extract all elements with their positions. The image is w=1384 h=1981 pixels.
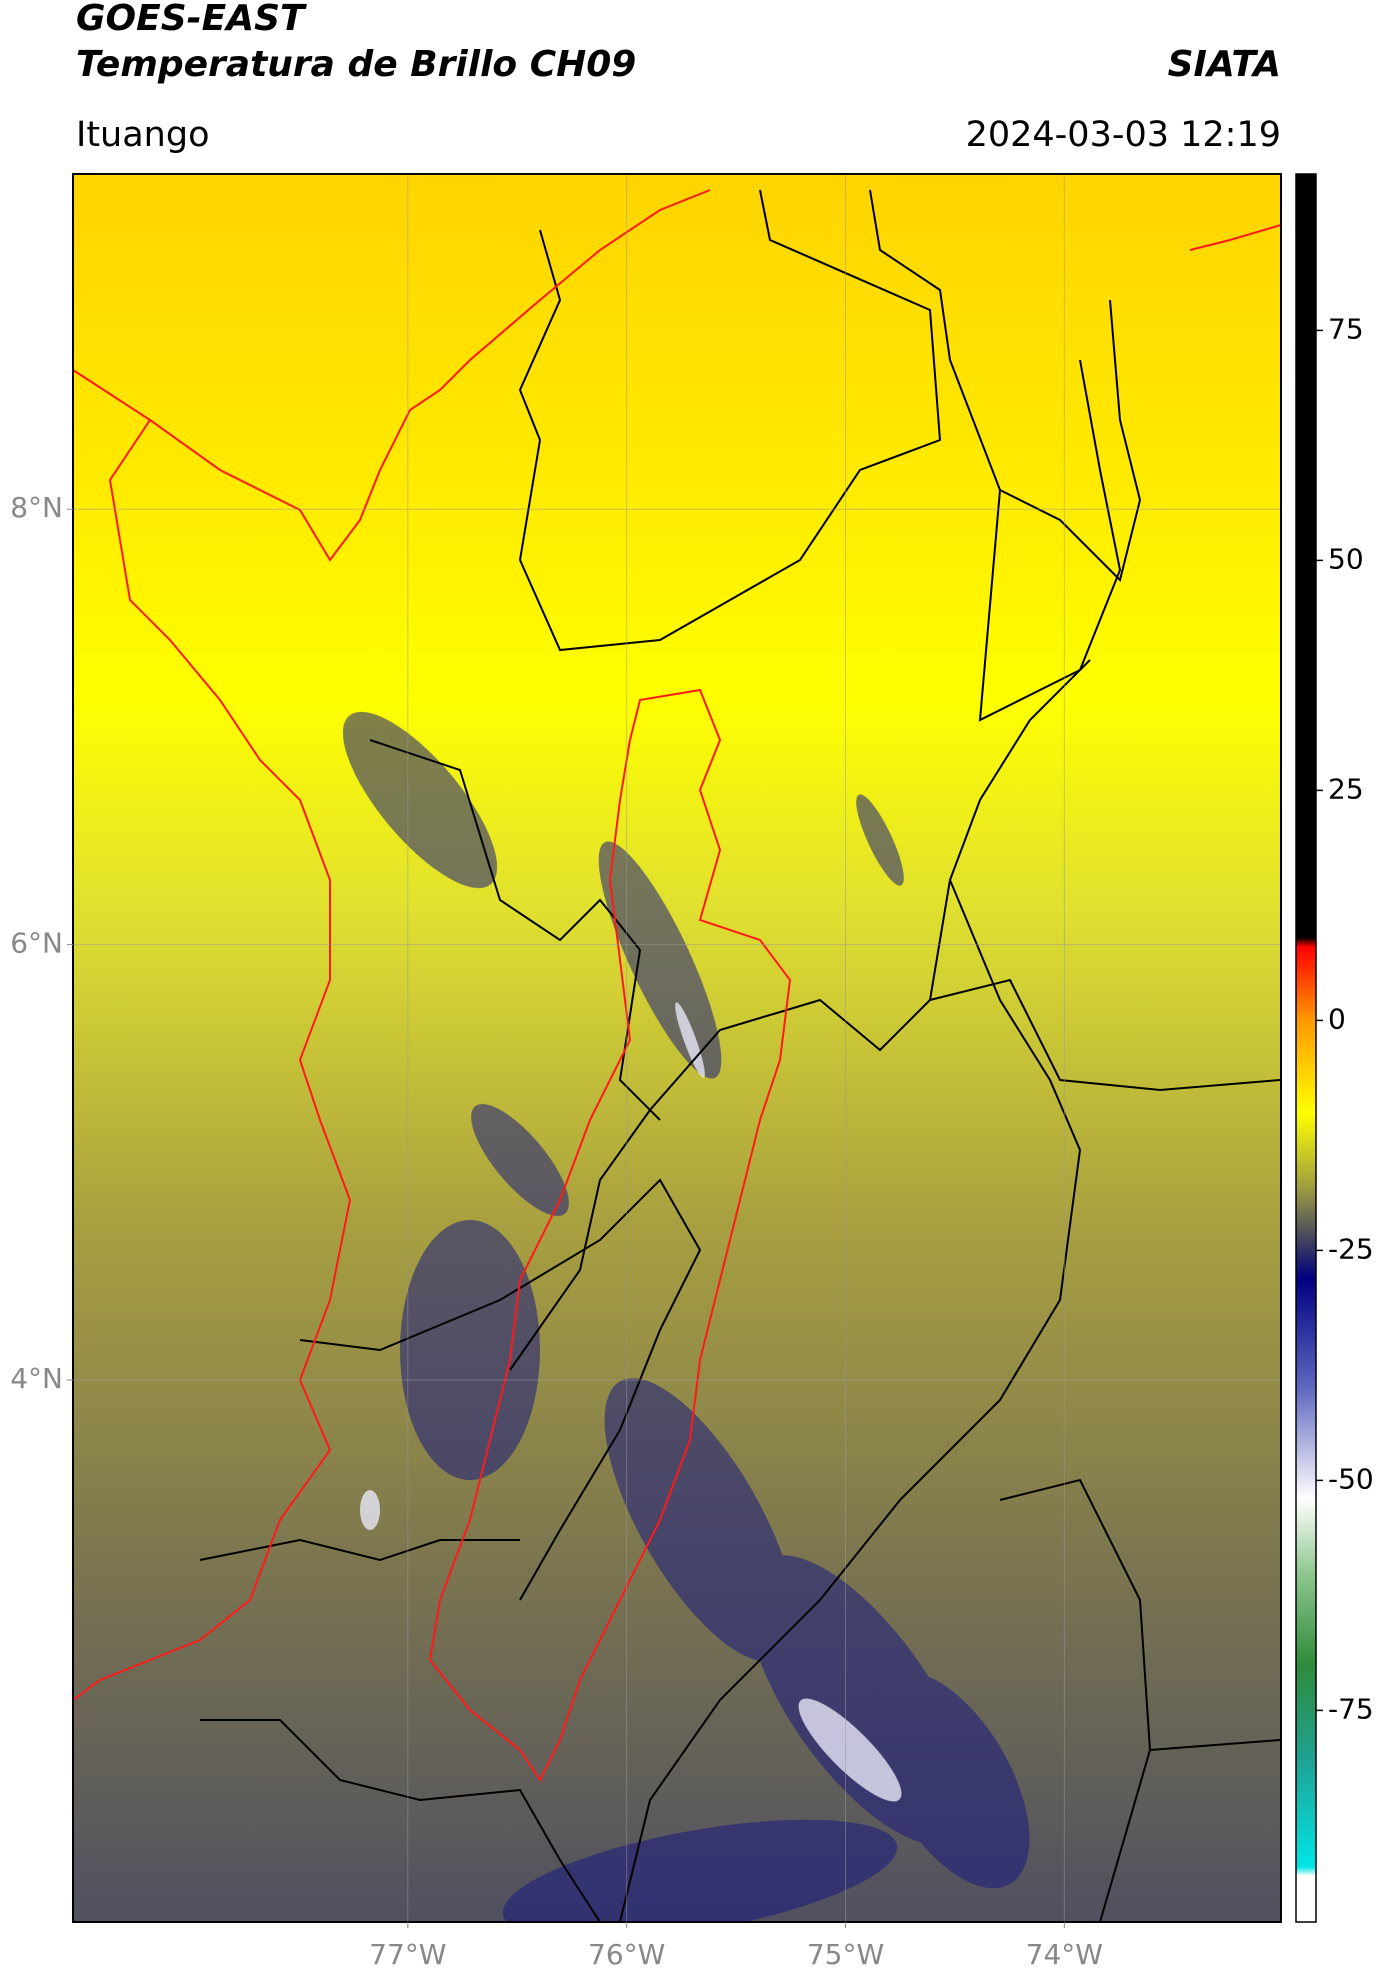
x-tick-label: 76°W (588, 1938, 665, 1971)
colorbar-tick-label: 0 (1328, 1002, 1346, 1035)
title: GOES-EAST (76, 0, 307, 39)
x-tick-label: 77°W (369, 1938, 446, 1971)
cold-tops (360, 1002, 902, 1802)
cloud-field (342, 711, 1030, 1922)
map-frame (72, 173, 1282, 1923)
colorbar-tick-label: -75 (1328, 1692, 1374, 1725)
colorbar-tick-label: -25 (1328, 1232, 1374, 1265)
x-tick-label: 75°W (807, 1938, 884, 1971)
y-tick-label: 4°N (10, 1362, 63, 1395)
x-tick-label: 74°W (1026, 1938, 1103, 1971)
source: SIATA (1168, 44, 1281, 85)
map-imagery (73, 174, 1281, 1922)
y-tick-label: 6°N (10, 927, 63, 960)
timestamp: 2024-03-03 12:19 (966, 115, 1281, 155)
coastline-and-region (73, 189, 1281, 1782)
admin-boundaries (199, 189, 1281, 1922)
colorbar-tick-label: 50 (1328, 542, 1364, 575)
colorbar-tick-label: 75 (1328, 312, 1364, 345)
y-tick-label: 8°N (10, 491, 63, 524)
subtitle: Temperatura de Brillo CH09 (76, 44, 636, 85)
grid-layer (73, 174, 1281, 1922)
location: Ituango (76, 115, 210, 155)
colorbar-tick-label: 25 (1328, 772, 1364, 805)
colorbar (1295, 173, 1317, 1923)
colorbar-tick-label: -50 (1328, 1462, 1374, 1495)
